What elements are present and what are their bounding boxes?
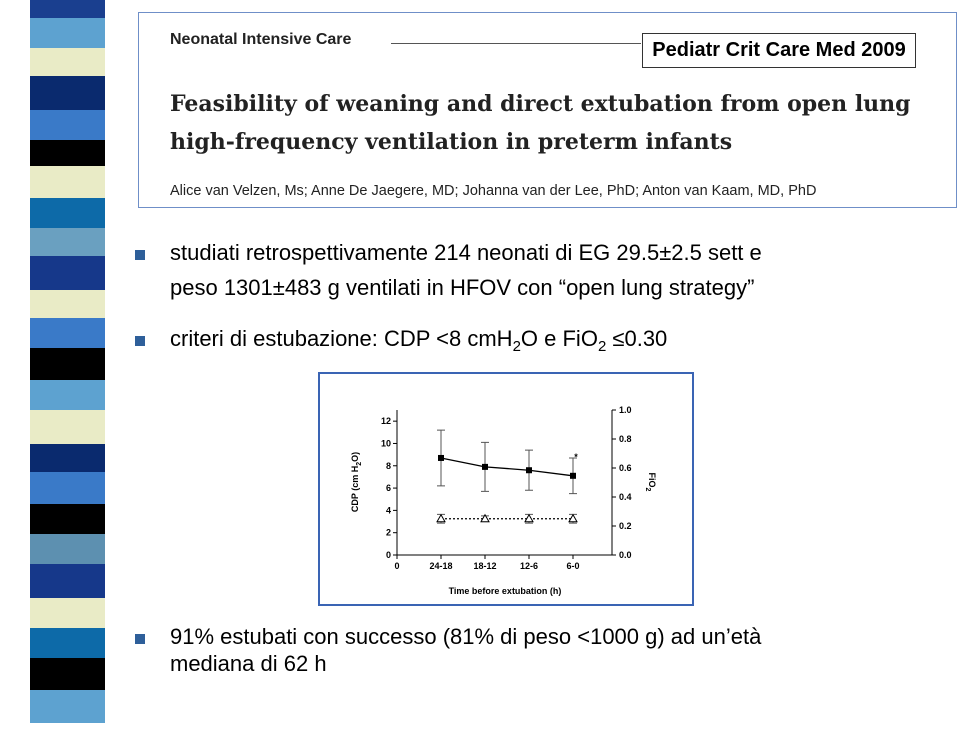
- chart-frame: [318, 372, 694, 606]
- y-tick-label: 6: [386, 483, 391, 493]
- point: [436, 513, 446, 523]
- text: criteri di estubazione: CDP <8 cmH: [170, 326, 513, 351]
- x-tick-label: 18-12: [473, 561, 496, 571]
- title-line: Feasibility of weaning and direct extuba…: [170, 91, 911, 117]
- text: CDP (cm H: [350, 466, 360, 512]
- section: Neonatal Intensive Care: [170, 31, 352, 48]
- bullet-line: studiati retrospettivamente 214 neonati …: [170, 240, 762, 265]
- bullet: 91% estubati con successo (81% di peso <…: [170, 623, 761, 677]
- y-tick-label: 2: [386, 528, 391, 538]
- y2-tick-label: 0.8: [619, 434, 632, 444]
- decor-stripe: [30, 0, 105, 723]
- journal: Pediatr Crit Care Med 2009: [642, 33, 916, 68]
- point: [526, 467, 532, 474]
- text: ≤0.30: [606, 326, 668, 351]
- y2-axis-label: FiO2: [644, 473, 657, 492]
- point: [568, 513, 578, 523]
- point: [570, 472, 576, 479]
- subscript: 2: [512, 338, 521, 355]
- bullet-marker: [135, 634, 145, 644]
- chart: Time before extubation (h) CDP (cm H2O) …: [318, 372, 694, 606]
- y2-tick-label: 0.0: [619, 550, 632, 560]
- bullet: studiati retrospettivamente 214 neonati …: [170, 238, 762, 303]
- y-tick-label: 12: [381, 416, 391, 426]
- annotation: *: [574, 452, 578, 462]
- y2-tick-label: 0.2: [619, 521, 632, 531]
- y-tick-label: 8: [386, 461, 391, 471]
- point: [524, 513, 534, 523]
- bullet-line: mediana di 62 h: [170, 651, 327, 676]
- article-title: Feasibility of weaning and direct extuba…: [170, 85, 911, 161]
- article-header: Neonatal Intensive Care Pediatr Crit Car…: [138, 12, 957, 208]
- bullet-line: 91% estubati con successo (81% di peso <…: [170, 624, 762, 649]
- y2-tick-label: 0.4: [619, 492, 632, 502]
- x-tick-label: 24-18: [429, 561, 452, 571]
- subscript: 2: [356, 462, 363, 466]
- y2-tick-label: 1.0: [619, 405, 632, 415]
- authors: Alice van Velzen, Ms; Anne De Jaegere, M…: [170, 183, 817, 199]
- title-line: high-frequency ventilation in preterm in…: [170, 129, 733, 155]
- bullet: criteri di estubazione: CDP <8 cmH2O e F…: [170, 324, 667, 362]
- text: FiO: [647, 473, 657, 488]
- x-tick-label: 6-0: [566, 561, 579, 571]
- bullet-marker: [135, 336, 145, 346]
- subscript: 2: [597, 338, 607, 355]
- text: O e FiO: [520, 326, 598, 351]
- bullet-marker: [135, 250, 145, 260]
- rule: [391, 43, 641, 44]
- y-axis-label: CDP (cm H2O): [350, 452, 363, 512]
- series-line: [440, 457, 574, 477]
- y-tick-label: 4: [386, 505, 391, 515]
- y-tick-label: 0: [386, 550, 391, 560]
- point: [480, 513, 490, 523]
- text: O): [350, 452, 360, 462]
- x-tick-label: 12-6: [520, 561, 538, 571]
- x-tick-label: 0: [394, 561, 399, 571]
- y2-tick-label: 0.6: [619, 463, 632, 473]
- bullet-line: peso 1301±483 g ventilati in HFOV con “o…: [170, 275, 755, 300]
- x-axis-label: Time before extubation (h): [449, 586, 562, 596]
- subscript: 2: [644, 488, 651, 492]
- point: [482, 463, 488, 470]
- point: [438, 454, 444, 461]
- y-tick-label: 10: [381, 438, 391, 448]
